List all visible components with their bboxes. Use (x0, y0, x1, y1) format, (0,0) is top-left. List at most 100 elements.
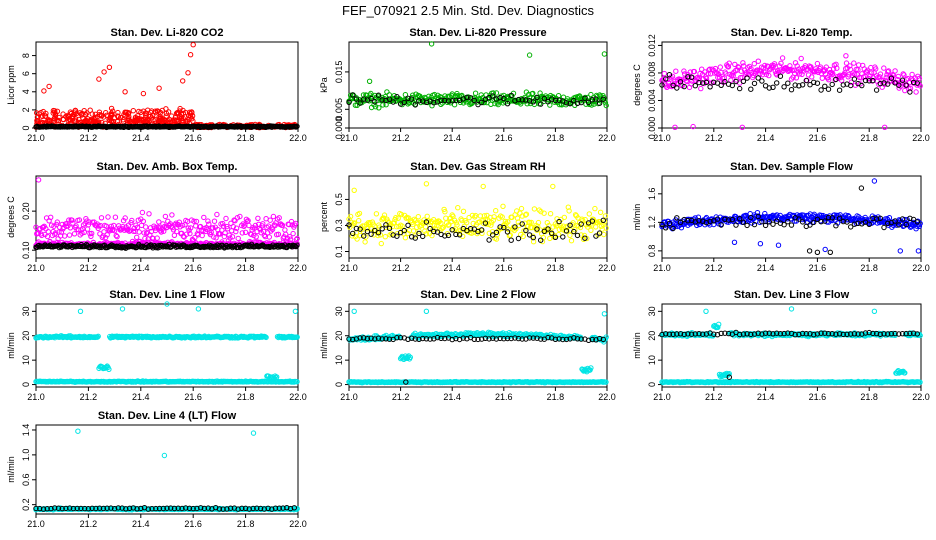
data-point-secondary (386, 225, 393, 232)
data-point (166, 116, 173, 123)
data-point (129, 217, 135, 224)
data-point (52, 230, 59, 236)
data-point-secondary (490, 335, 496, 341)
data-point (424, 213, 430, 220)
data-point-secondary (493, 336, 500, 342)
data-point (829, 217, 835, 224)
data-point-secondary (737, 85, 743, 92)
data-point-secondary (740, 219, 747, 225)
x-tick-label: 21.0 (27, 392, 45, 402)
data-point-secondary (519, 97, 525, 103)
data-point (902, 216, 908, 223)
data-point-secondary (552, 234, 559, 241)
data-point (255, 215, 261, 222)
data-point (522, 212, 529, 218)
data-point (248, 231, 255, 238)
data-point (561, 214, 567, 221)
data-point (588, 227, 594, 234)
data-point-secondary (434, 334, 441, 341)
data-point-secondary (781, 222, 787, 228)
data-point (517, 210, 523, 216)
data-point-secondary (696, 218, 702, 224)
data-point (294, 379, 300, 385)
data-point-secondary (563, 100, 570, 106)
data-point-secondary (914, 219, 920, 225)
data-point (106, 366, 112, 372)
x-tick-label: 21.8 (547, 133, 565, 143)
data-point-secondary (431, 228, 437, 235)
data-point-secondary (666, 72, 673, 78)
data-point-secondary (357, 226, 363, 232)
data-point-secondary (523, 97, 529, 103)
data-point (46, 83, 52, 90)
data-point (535, 219, 542, 226)
data-point-secondary (663, 225, 669, 231)
data-point (423, 308, 430, 314)
data-point (491, 214, 497, 220)
data-point-secondary (858, 185, 865, 191)
panel-title: Stan. Dev. Line 1 Flow (109, 289, 225, 301)
data-point (916, 223, 923, 230)
data-point (171, 232, 178, 239)
data-point (157, 115, 163, 122)
data-point-secondary (788, 87, 795, 93)
data-point (95, 333, 101, 339)
data-point (881, 65, 887, 71)
data-point (757, 241, 764, 247)
data-point (716, 321, 722, 327)
data-point (892, 68, 898, 74)
data-point-secondary (751, 80, 758, 87)
data-point (292, 220, 299, 227)
data-point-secondary (412, 102, 418, 108)
data-point-secondary (862, 77, 869, 84)
y-tick-label: 0 (21, 125, 31, 130)
y-tick-label: 0 (334, 382, 344, 387)
data-point-secondary (523, 227, 529, 234)
data-point (292, 308, 299, 314)
data-point (848, 79, 855, 85)
data-point (448, 218, 455, 225)
data-point-secondary (508, 335, 514, 342)
data-point (239, 230, 246, 236)
data-point (66, 217, 72, 223)
data-point (373, 211, 380, 217)
data-point (213, 235, 219, 241)
data-point (106, 64, 113, 71)
x-tick-label: 21.8 (860, 392, 878, 402)
data-point (509, 93, 515, 99)
data-point (917, 83, 923, 89)
data-point-secondary (818, 87, 824, 93)
x-tick-label: 22.0 (912, 133, 930, 143)
data-point-secondary (560, 234, 566, 240)
data-point (235, 235, 241, 242)
data-point (490, 90, 496, 96)
data-point (77, 308, 84, 314)
data-point (253, 234, 259, 240)
data-point (204, 226, 210, 233)
data-point-secondary (896, 222, 902, 228)
data-point (146, 211, 152, 217)
data-point (677, 77, 684, 83)
y-axis-label: ml/min (632, 332, 642, 359)
data-point (180, 115, 186, 122)
data-point-secondary (659, 82, 665, 88)
data-point-secondary (899, 77, 906, 83)
data-point-secondary (814, 216, 821, 223)
data-point-secondary (877, 215, 883, 222)
data-point (140, 90, 147, 97)
data-point (847, 63, 853, 69)
data-point (882, 124, 888, 131)
data-point (354, 236, 360, 242)
data-point (108, 113, 115, 119)
data-point (165, 109, 172, 115)
data-point-secondary (508, 92, 514, 99)
data-point (843, 60, 850, 66)
data-point (603, 379, 609, 385)
data-point-secondary (552, 97, 559, 104)
data-point (84, 226, 91, 232)
data-point-secondary (881, 224, 887, 231)
panel-3: Stan. Dev. Li-820 Temp.degrees C21.0 21.2… (632, 27, 930, 143)
data-point-secondary (409, 96, 415, 102)
